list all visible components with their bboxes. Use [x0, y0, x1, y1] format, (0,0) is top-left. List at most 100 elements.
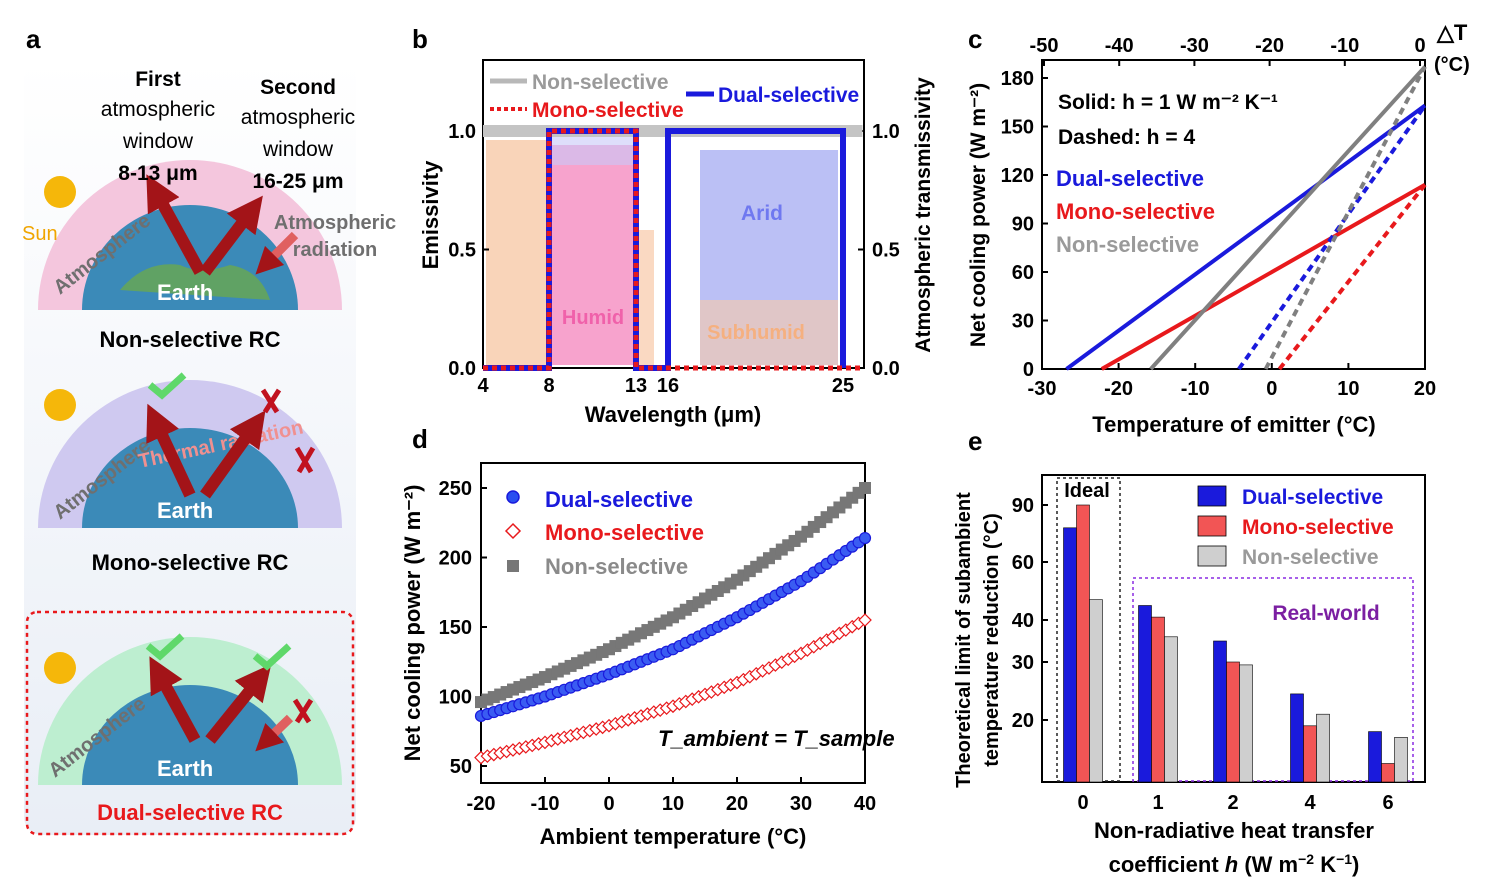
x-tick-label: 0 [1266, 378, 1277, 400]
bar-mono-selective [1076, 504, 1090, 783]
x-tick-label: 40 [854, 793, 876, 815]
y-tick-label: 150 [1001, 117, 1034, 139]
y-tick-label: 60 [1012, 262, 1034, 284]
check-icon [147, 372, 187, 400]
x-axis-label: Ambient temperature (°C) [540, 824, 807, 849]
bar-dual-selective [1138, 605, 1152, 783]
bar-non-selective [1164, 636, 1178, 783]
transmissivity-band-subhumid [486, 140, 548, 365]
y-tick-label: 0 [1023, 359, 1034, 381]
transmissivity-band-arid [552, 135, 634, 165]
legend-marker-non-selective [507, 560, 519, 572]
x-axis-label-line1: Non-radiative heat transfer [1094, 818, 1374, 843]
caption-dual-selective: Dual-selective RC [97, 800, 283, 825]
legend-label-non-selective: Non-selective [1056, 232, 1199, 257]
x-tick-label: 0 [1077, 792, 1088, 814]
first-window-title: First [135, 68, 181, 91]
panel-e: e Ideal Real-world 0 1 2 4 6 20 30 40 60 90 Dual-… [953, 426, 1426, 877]
legend-label-dual-selective: Dual-selective [1242, 486, 1383, 509]
first-window-sub2: window [122, 130, 194, 153]
arrow-window2-icon [200, 195, 263, 276]
legend-label-non-selective: Non-selective [1242, 546, 1379, 569]
data-point-dual-selective [858, 531, 872, 545]
bar-dual-selective [1368, 731, 1382, 783]
real-world-box [1132, 577, 1414, 782]
panel-letter-a: a [26, 24, 41, 54]
earth-icon [82, 428, 298, 528]
cross-icon [294, 446, 316, 474]
x2-axis-label: △T [1436, 20, 1468, 45]
cross-icon [260, 388, 282, 414]
plot-frame [1041, 59, 1426, 370]
dual-selective-frame [25, 610, 355, 836]
bar-mono-selective [1226, 661, 1240, 783]
y-tick-label: 0.0 [448, 358, 476, 380]
data-point-non-selective [859, 482, 871, 494]
y-tick-label: 0.5 [448, 240, 476, 262]
x-tick-label: 10 [662, 793, 684, 815]
bar-non-selective [1239, 664, 1253, 783]
sun-icon [44, 652, 76, 684]
data-point-non-selective [833, 501, 846, 514]
series-line-mono-selective-dashed [1277, 183, 1427, 371]
arrow-window2-icon [200, 410, 266, 499]
x-tick-label: -20 [467, 793, 496, 815]
y2-tick-label: 1.0 [872, 121, 900, 143]
scene-non-selective: Sun Atmosphere Earth First atmospheric w… [22, 68, 396, 352]
scene-dual-selective: Atmosphere Earth Dual-selective RC [38, 633, 342, 825]
panel-c: c -30 -20 -10 0 10 20 -50 -40 -30 -20 -10 0 0 30 60 90 1… [967, 20, 1470, 437]
annotation-solid: Solid: h = 1 W m⁻² K⁻¹ [1058, 91, 1278, 114]
bar-dual-selective [1290, 693, 1304, 783]
earth-label: Earth [157, 498, 213, 523]
legend-swatch-dual-selective [1197, 485, 1227, 507]
y-tick-label: 30 [1012, 652, 1034, 674]
y-tick-label: 180 [1001, 68, 1034, 90]
x2-tick-label: 0 [1414, 35, 1425, 57]
x-axis-label: Wavelength (μm) [585, 402, 761, 427]
bar-dual-selective [1063, 527, 1077, 783]
arrow-window1-icon [146, 174, 206, 275]
y2-tick-label: 0.5 [872, 240, 900, 262]
panel-a: a Sun Atmosphere Earth First atmospheric… [22, 24, 396, 836]
x-tick-label: 2 [1227, 792, 1238, 814]
panel-letter-b: b [412, 24, 428, 54]
y-tick-label: 30 [1012, 311, 1034, 333]
y-axis-label-line1: Theoretical limit of subambient [953, 492, 975, 788]
panel-letter-d: d [412, 424, 428, 454]
y-tick-label: 200 [439, 548, 472, 570]
annotation-equal-temps: T_ambient = T_sample [658, 726, 895, 751]
y-tick-label: 120 [1001, 165, 1034, 187]
transmissivity-band-subhumid [700, 300, 838, 365]
data-point-non-selective [500, 686, 513, 699]
legend-label-mono-selective: Mono-selective [545, 520, 704, 545]
series-line-non-selective-solid [1149, 65, 1427, 371]
arrow-atm-radiation-icon [255, 714, 294, 752]
region-label-humid: Humid [562, 307, 624, 329]
second-window-sub2: window [262, 138, 334, 161]
atm-radiation-label2: radiation [293, 239, 377, 261]
sun-icon [44, 389, 76, 421]
annotation-dashed: Dashed: h = 4 [1058, 126, 1195, 149]
x2-tick-label: -40 [1105, 35, 1134, 57]
earth-label: Earth [157, 756, 213, 781]
legend-label-dual-selective: Dual-selective [1056, 166, 1204, 191]
x-tick-label: -10 [531, 793, 560, 815]
earth-label: Earth [157, 280, 213, 305]
legend-swatch-non-selective [1197, 545, 1227, 567]
region-label-arid: Arid [741, 202, 783, 225]
x-axis-label: Temperature of emitter (°C) [1092, 412, 1375, 437]
x-tick-label: -10 [1181, 378, 1210, 400]
bar-mono-selective [1303, 725, 1317, 783]
sun-label: Sun [22, 223, 58, 245]
x-tick-label: 13 [625, 375, 647, 397]
second-window-range: 16-25 μm [252, 170, 343, 193]
plot-frame [482, 59, 865, 369]
x2-tick-label: -20 [1255, 35, 1284, 57]
first-window-range: 8-13 μm [118, 162, 197, 185]
y-tick-label: 150 [439, 617, 472, 639]
x2-tick-label: -10 [1330, 35, 1359, 57]
y-axis-label: Net cooling power (W m⁻²) [967, 83, 990, 347]
caption-mono-selective: Mono-selective RC [92, 550, 289, 575]
legend-label-mono-selective: Mono-selective [1056, 199, 1215, 224]
